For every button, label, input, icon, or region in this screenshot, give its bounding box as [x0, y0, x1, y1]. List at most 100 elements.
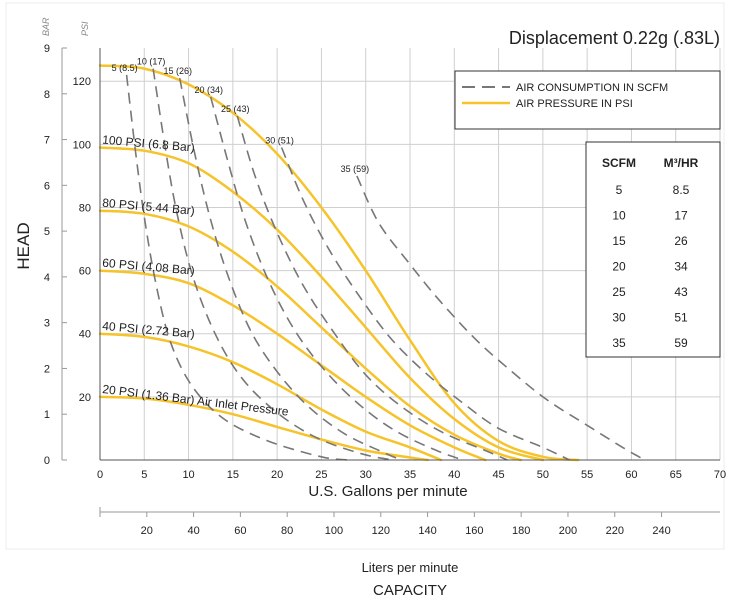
y-unit-psi: PSI	[80, 21, 90, 36]
x-tick-label-40: 40	[448, 469, 460, 481]
pressure-curve-0	[98, 64, 580, 462]
pressure-curve-2	[98, 209, 522, 462]
capacity-label: CAPACITY	[373, 582, 447, 599]
table-cell-scfm-1: 10	[612, 209, 626, 223]
table-header-scfm: SCFM	[602, 156, 636, 170]
x-tick-label-35: 35	[404, 469, 416, 481]
y-axis-psi: 20 40 60 80 100 120	[73, 76, 91, 404]
table-cell-m3hr-1: 17	[674, 209, 688, 223]
x-tick-label-45: 45	[492, 469, 504, 481]
table-cell-m3hr-3: 34	[674, 260, 688, 274]
chart-title: Displacement 0.22g (.83L)	[509, 28, 720, 48]
bar-tick-label-1: 1	[44, 409, 50, 421]
x2-tick-label-100: 100	[325, 525, 343, 537]
x-tick-label-70: 70	[714, 469, 726, 481]
x2-tick-label-20: 20	[141, 525, 153, 537]
table-cell-m3hr-6: 59	[674, 336, 688, 350]
y-axis-bar: 0 1 2 3 4 5 6 7 8 9	[44, 43, 67, 467]
x-tick-label-30: 30	[360, 469, 372, 481]
x-tick-label-10: 10	[182, 469, 194, 481]
bar-tick-label-4: 4	[44, 272, 50, 284]
table-cell-m3hr-0: 8.5	[673, 183, 690, 197]
x-tick-label-15: 15	[227, 469, 239, 481]
air-consumption-label-4: 25 (43)	[221, 104, 250, 114]
x2-tick-label-140: 140	[418, 525, 436, 537]
x2-tick-label-200: 200	[559, 525, 577, 537]
table-cell-m3hr-4: 43	[674, 285, 688, 299]
psi-tick-label-20: 20	[79, 392, 91, 404]
legend-dashed-label: AIR CONSUMPTION IN SCFM	[516, 82, 668, 94]
legend-box	[454, 70, 721, 130]
x2-tick-label-120: 120	[372, 525, 390, 537]
legend: AIR CONSUMPTION IN SCFM AIR PRESSURE IN …	[454, 70, 721, 130]
table-cell-scfm-5: 30	[612, 311, 626, 325]
scfm-conversion-table: SCFM M³/HR 5 8.5 10 17 15 26 20 34 25 43 30 51 35 59	[585, 141, 721, 358]
air-consumption-curves	[125, 68, 646, 461]
air-consumption-label-6: 35 (59)	[341, 164, 370, 174]
bar-tick-label-5: 5	[44, 226, 50, 238]
air-consumption-label-5: 30 (51)	[265, 136, 294, 146]
bar-tick-label-3: 3	[44, 318, 50, 330]
psi-tick-label-80: 80	[79, 202, 91, 214]
bar-tick-label-7: 7	[44, 135, 50, 147]
x-tick-label-20: 20	[271, 469, 283, 481]
pressure-curve-5	[98, 395, 429, 462]
table-cell-scfm-3: 20	[612, 260, 626, 274]
x2-tick-label-220: 220	[606, 525, 624, 537]
bar-tick-label-9: 9	[44, 43, 50, 55]
air-consumption-label-0: 5 (8.5)	[112, 63, 138, 73]
air-consumption-curve-1	[152, 68, 393, 461]
x-tick-label-55: 55	[581, 469, 593, 481]
bar-tick-label-8: 8	[44, 89, 50, 101]
pressure-curve-1	[98, 146, 545, 462]
air-consumption-curve-2	[178, 77, 402, 461]
pressure-curve-4	[98, 332, 443, 462]
air-consumption-label-1: 10 (17)	[137, 57, 166, 67]
y-axis-title: HEAD	[14, 222, 33, 269]
x2-tick-label-180: 180	[512, 525, 530, 537]
x-tick-label-0: 0	[97, 469, 103, 481]
bar-tick-label-6: 6	[44, 180, 50, 192]
table-cell-scfm-0: 5	[616, 183, 623, 197]
x-axis-title: U.S. Gallons per minute	[308, 483, 467, 500]
psi-tick-label-120: 120	[73, 76, 91, 88]
x-tick-label-5: 5	[141, 469, 147, 481]
air-consumption-label-3: 20 (34)	[194, 85, 223, 95]
psi-tick-label-40: 40	[79, 329, 91, 341]
x2-tick-label-80: 80	[281, 525, 293, 537]
x2-tick-label-60: 60	[234, 525, 246, 537]
air-consumption-curve-3	[209, 96, 464, 461]
air-consumption-curve-4	[236, 115, 508, 461]
bar-tick-label-0: 0	[44, 455, 50, 467]
psi-tick-label-60: 60	[79, 266, 91, 278]
x-tick-label-50: 50	[537, 469, 549, 481]
table-cell-scfm-6: 35	[612, 336, 626, 350]
bar-tick-label-2: 2	[44, 363, 50, 375]
table-cell-scfm-2: 15	[612, 234, 626, 248]
x-tick-label-60: 60	[625, 469, 637, 481]
air-consumption-curve-6	[356, 175, 646, 461]
x2-tick-label-40: 40	[187, 525, 199, 537]
table-cell-m3hr-5: 51	[674, 311, 688, 325]
y-unit-bar: BAR	[41, 17, 51, 36]
pressure-curve-3	[98, 269, 487, 462]
pressure-curves	[98, 64, 580, 462]
x-tick-label-25: 25	[315, 469, 327, 481]
x2-tick-label-160: 160	[465, 525, 483, 537]
air-consumption-curve-0	[125, 74, 349, 461]
x-tick-label-65: 65	[670, 469, 682, 481]
table-rows: 5 8.5 10 17 15 26 20 34 25 43 30 51 35 59	[612, 183, 689, 350]
chart-frame	[5, 2, 725, 550]
table-header-m3hr: M³/HR	[664, 156, 699, 170]
x2-axis-title: Liters per minute	[362, 560, 459, 575]
x-axis-gpm: 0 5 10 15 20 25 30 35 40 45 50 55 60 65 70	[97, 469, 726, 481]
table-cell-scfm-4: 25	[612, 285, 626, 299]
table-cell-m3hr-2: 26	[674, 234, 688, 248]
psi-tick-label-100: 100	[73, 139, 91, 151]
x2-tick-label-240: 240	[652, 525, 670, 537]
air-consumption-curve-5	[280, 147, 570, 461]
legend-solid-label: AIR PRESSURE IN PSI	[516, 98, 633, 110]
x-axis-liters: 20 40 60 80 100 120 140 160 180 200 220 240	[99, 507, 720, 537]
table-box	[585, 141, 721, 358]
